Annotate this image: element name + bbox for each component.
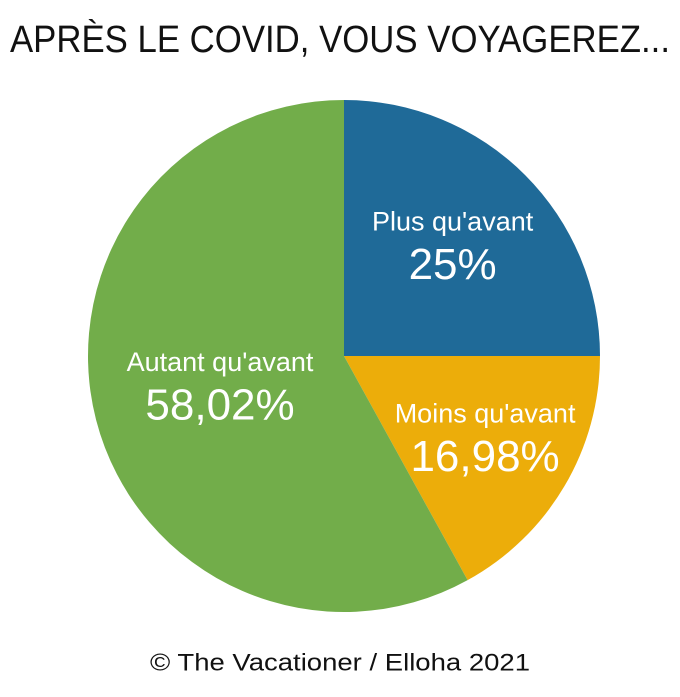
slice-category: Moins qu'avant bbox=[395, 398, 576, 428]
chart-title: APRÈS LE COVID, VOUS VOYAGEREZ... bbox=[10, 18, 670, 61]
slice-category: Plus qu'avant bbox=[372, 207, 534, 237]
source: © The Vacationer / Elloha 2021 bbox=[150, 649, 530, 676]
pie-slice bbox=[344, 356, 600, 581]
slice-value-label: 25% bbox=[409, 240, 497, 289]
pie-slice bbox=[88, 100, 468, 612]
slice-category: Autant qu'avant bbox=[127, 347, 314, 377]
pie-slice bbox=[344, 100, 600, 356]
slice-value-label: 16,98% bbox=[410, 432, 559, 481]
slice-value-label: 58,02% bbox=[145, 381, 294, 430]
